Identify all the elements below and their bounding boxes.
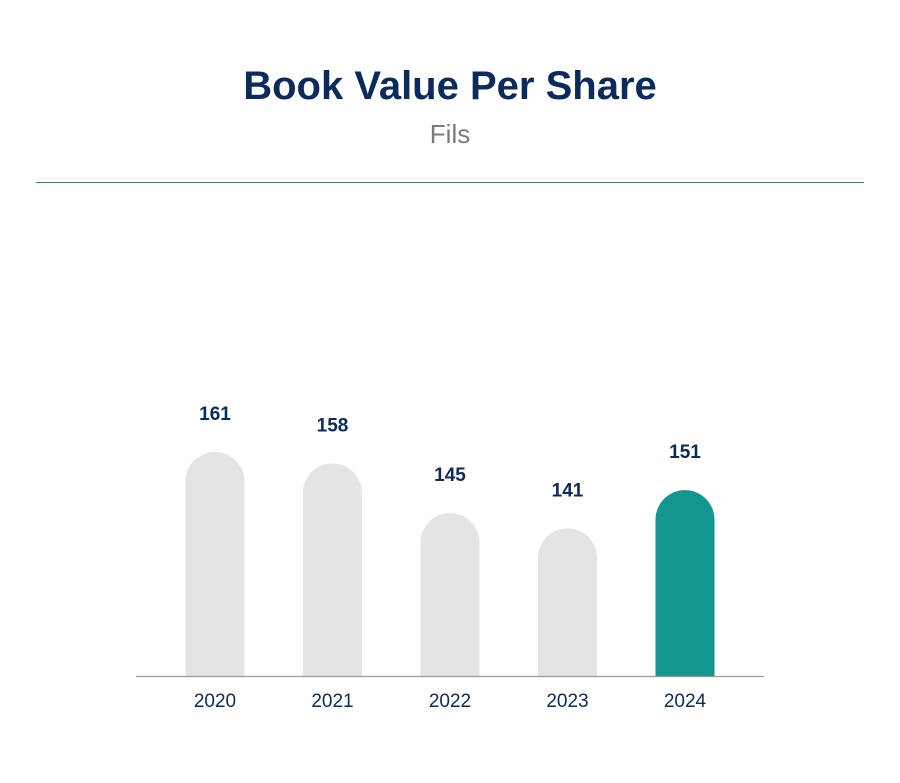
chart-subtitle: Fils [429,119,471,149]
x-tick-labels-group: 2020 2021 2022 2023 2024 [194,691,707,712]
bar-2022 [420,513,480,676]
value-labels-group: 161 158 145 141 151 [199,404,701,501]
value-label-2020: 161 [199,404,231,425]
chart-title: Book Value Per Share [243,64,657,108]
value-label-2021: 158 [317,415,349,436]
bar-2020 [185,452,245,676]
x-tick-label-2024: 2024 [664,691,707,712]
x-tick-label-2022: 2022 [429,691,471,712]
value-label-2024: 151 [669,442,701,463]
x-tick-label-2020: 2020 [194,691,236,712]
header-divider [36,182,864,183]
value-label-2023: 141 [552,480,584,501]
value-label-2022: 145 [434,465,466,486]
bar-2021 [303,463,362,676]
bar-2023 [538,528,597,676]
bar-2024 [655,490,715,676]
x-tick-label-2021: 2021 [311,691,353,712]
bars-group [185,452,715,676]
x-tick-label-2023: 2023 [546,691,588,712]
